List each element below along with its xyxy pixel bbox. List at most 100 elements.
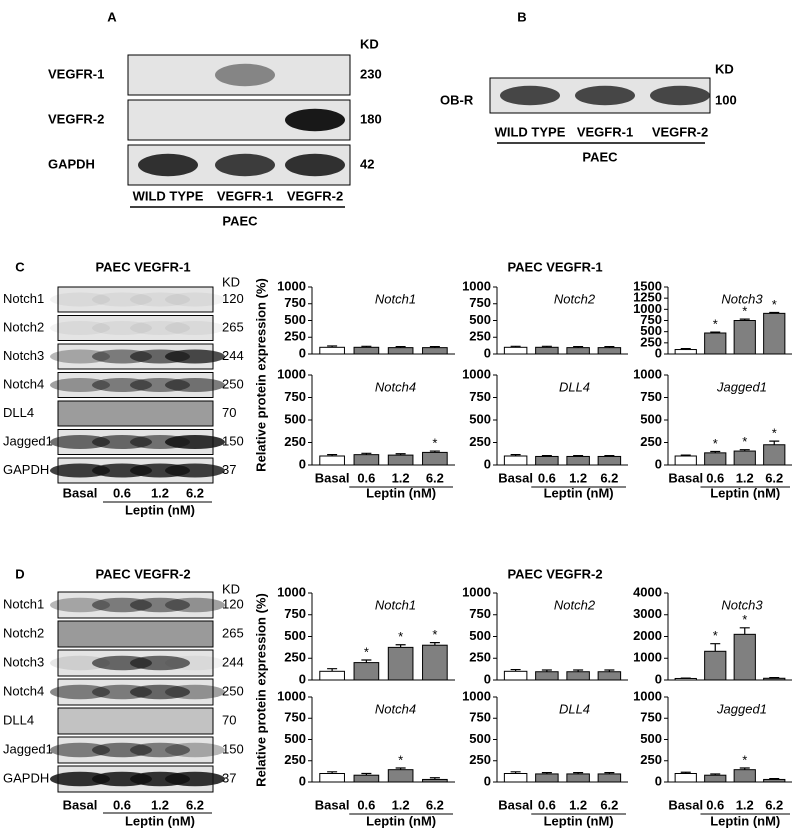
bar xyxy=(503,455,528,466)
bar xyxy=(704,650,727,681)
y-tick-label: 500 xyxy=(640,411,662,426)
kd-value: 250 xyxy=(222,683,244,698)
y-tick-label: 250 xyxy=(640,434,662,449)
significance-mark: * xyxy=(364,644,369,659)
blot-band xyxy=(650,85,710,106)
row-label: Notch1 xyxy=(3,596,44,611)
row-label: DLL4 xyxy=(3,712,34,727)
y-tick-label: 750 xyxy=(284,606,306,621)
kd-value: 100 xyxy=(715,92,737,107)
x-axis-label: Leptin (nM) xyxy=(366,485,436,500)
error-bar xyxy=(769,677,780,679)
y-tick-label: 1000 xyxy=(633,650,662,665)
bar xyxy=(566,455,590,466)
row-label: Notch1 xyxy=(3,291,44,306)
y-tick-label: 0 xyxy=(655,456,662,471)
error-bar xyxy=(680,348,691,350)
bar xyxy=(503,773,528,783)
y-tick-label: 1000 xyxy=(633,688,662,703)
kd-value: 150 xyxy=(222,433,244,448)
error-bar xyxy=(739,318,750,321)
panel-letter: C xyxy=(15,259,25,274)
error-bar xyxy=(573,772,584,774)
y-tick-label: 0 xyxy=(299,345,306,360)
error-bar xyxy=(604,454,615,457)
bar xyxy=(674,349,697,355)
x-tick-label: 0.6 xyxy=(357,470,375,485)
error-bar xyxy=(604,669,615,672)
blot xyxy=(57,315,214,341)
chart-group-title: PAEC VEGFR-2 xyxy=(507,566,602,581)
chart-title: Notch1 xyxy=(375,291,416,306)
group-label: PAEC xyxy=(582,149,618,164)
bar xyxy=(597,455,622,466)
bar xyxy=(535,671,559,681)
blot-band xyxy=(50,742,110,758)
blot-band xyxy=(92,321,152,335)
error-bar xyxy=(510,668,521,672)
bar xyxy=(535,455,559,466)
y-tick-label: 500 xyxy=(469,312,491,327)
y-tick-label: 250 xyxy=(284,650,306,665)
kd-value: 244 xyxy=(222,654,244,669)
y-tick-label: 2000 xyxy=(633,628,662,643)
y-tick-label: 1000 xyxy=(277,366,306,381)
bar xyxy=(503,670,528,681)
error-bar xyxy=(769,778,780,780)
blot-band xyxy=(130,655,190,671)
row-label: Notch3 xyxy=(3,348,44,363)
y-tick-label: 1000 xyxy=(462,278,491,293)
x-tick-label: 0.6 xyxy=(538,470,556,485)
y-tick-label: 750 xyxy=(284,710,306,725)
x-tick-label: Basal xyxy=(315,470,350,485)
chart-title: Notch2 xyxy=(554,597,596,612)
error-bar xyxy=(541,454,552,457)
blot-band xyxy=(50,292,110,307)
y-tick-label: 500 xyxy=(284,411,306,426)
blot-band xyxy=(50,463,110,478)
bar xyxy=(763,677,786,681)
row-label: DLL4 xyxy=(3,405,34,420)
blot-band xyxy=(50,597,110,613)
blot-band xyxy=(50,321,110,335)
blot-band xyxy=(130,292,190,307)
y-tick-label: 4000 xyxy=(633,584,662,599)
error-bar xyxy=(395,767,406,770)
y-axis-label: Relative protein expression (%) xyxy=(253,593,268,787)
error-bar xyxy=(769,311,780,314)
bar xyxy=(763,444,786,466)
x-tick-label: 6.2 xyxy=(765,797,783,812)
y-tick-label: 1000 xyxy=(277,688,306,703)
bar xyxy=(353,774,380,783)
chart-group-title: PAEC VEGFR-1 xyxy=(507,259,602,274)
y-tick-label: 250 xyxy=(469,650,491,665)
blot-band xyxy=(50,771,110,787)
error-bar xyxy=(395,453,406,456)
row-label: VEGFR-2 xyxy=(48,111,104,126)
error-bar xyxy=(710,331,721,334)
x-tick-label: Basal xyxy=(498,470,533,485)
bar xyxy=(535,773,559,783)
error-bar xyxy=(739,767,750,770)
significance-mark: * xyxy=(772,426,777,441)
bar xyxy=(319,773,345,783)
kd-value: 150 xyxy=(222,741,244,756)
y-tick-label: 500 xyxy=(469,731,491,746)
error-bar xyxy=(680,454,691,456)
chart-title: Notch3 xyxy=(721,597,763,612)
error-bar xyxy=(327,454,338,456)
error-bar xyxy=(510,771,521,774)
y-tick-label: 250 xyxy=(284,329,306,344)
bar xyxy=(566,773,590,783)
x-tick-label: 6.2 xyxy=(600,470,618,485)
error-bar xyxy=(573,346,584,348)
chart-title: Notch3 xyxy=(721,291,763,306)
y-tick-label: 250 xyxy=(640,752,662,767)
y-tick-label: 500 xyxy=(640,323,662,338)
row-label: Notch4 xyxy=(3,683,44,698)
bar xyxy=(387,454,414,466)
x-tick-label: 1.2 xyxy=(392,470,410,485)
lane-label: Basal xyxy=(63,485,98,500)
y-tick-label: 250 xyxy=(469,434,491,449)
